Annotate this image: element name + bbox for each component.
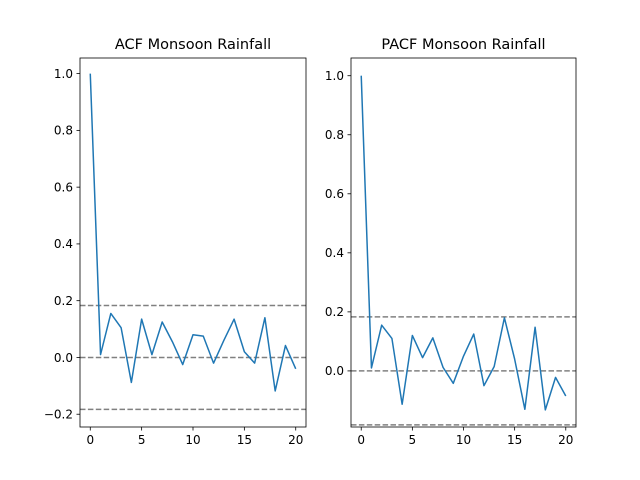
pacf-x-tick-label: 0 (357, 433, 365, 447)
pacf-x-tick-label: 15 (507, 433, 522, 447)
acf-x-tick-label: 0 (86, 433, 94, 447)
acf-y-tick-label: −0.2 (44, 408, 73, 422)
acf-x-tick-label: 20 (288, 433, 303, 447)
acf-chart-title: ACF Monsoon Rainfall (115, 37, 271, 53)
pacf-y-tick-label: 0.0 (325, 364, 344, 378)
pacf-panel: 0 5 10 15 20 0.0 0.2 0.4 0.6 0.8 1.0 PACF Monsoon R… (325, 37, 577, 447)
acf-series-line (89, 73, 297, 392)
acf-x-tick-label: 10 (185, 433, 200, 447)
acf-y-tick-label: 0.4 (54, 237, 73, 251)
pacf-y-tick-label: 0.6 (325, 187, 344, 201)
pacf-x-tick-label: 10 (456, 433, 471, 447)
pacf-y-tick-label: 0.8 (325, 128, 344, 142)
acf-y-tick-label: 0.8 (54, 124, 73, 138)
pacf-x-tick-label: 20 (558, 433, 573, 447)
acf-x-tick-label: 5 (138, 433, 146, 447)
pacf-x-tick-label: 5 (409, 433, 417, 447)
pacf-y-tick-label: 0.2 (325, 305, 344, 319)
acf-y-tick-label: 0.2 (54, 294, 73, 308)
acf-y-tick-label: 1.0 (54, 67, 73, 81)
acf-panel: 0 5 10 15 20 −0.2 0.0 0.2 0.4 0.6 0.8 1.0 ACF Monsoo… (44, 37, 307, 447)
pacf-series-line (360, 75, 567, 411)
acf-y-tick-label: 0.6 (54, 180, 73, 194)
pacf-y-tick-label: 0.4 (325, 246, 344, 260)
acf-y-tick-label: 0.0 (54, 351, 73, 365)
pacf-chart-title: PACF Monsoon Rainfall (381, 37, 545, 53)
pacf-y-tick-label: 1.0 (325, 69, 344, 83)
acf-x-tick-label: 15 (237, 433, 252, 447)
